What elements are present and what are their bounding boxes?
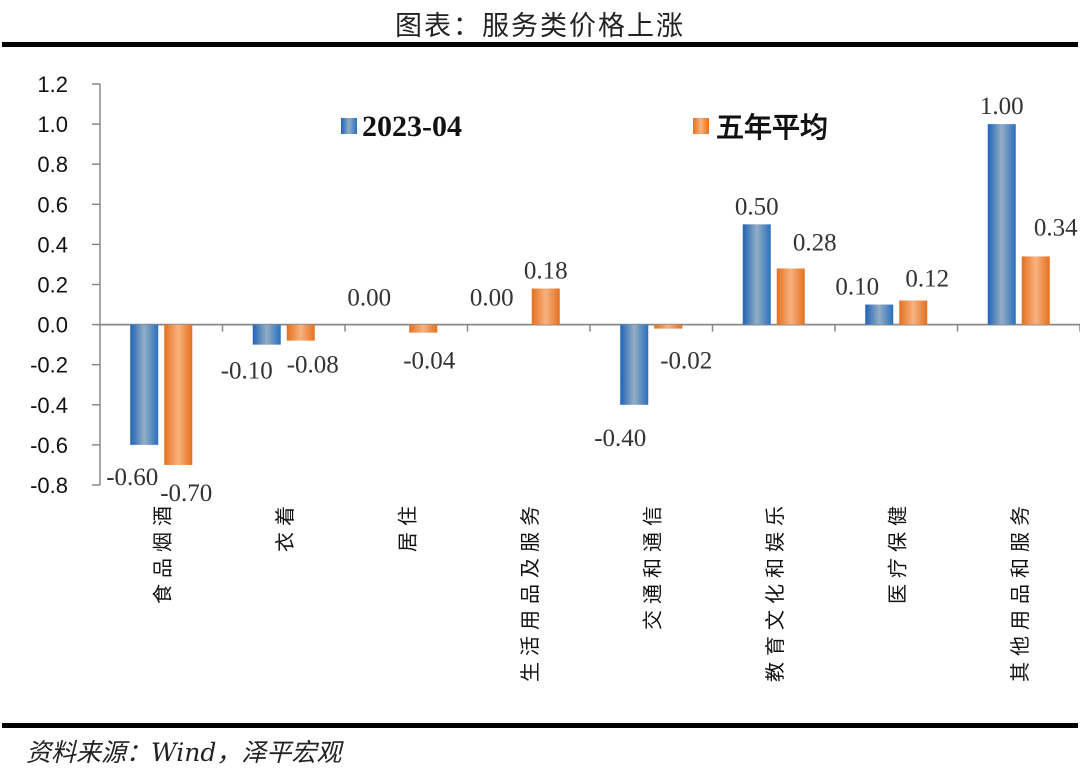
bars [130,124,1050,465]
data-label-2023-04: -0.60 [106,464,158,491]
bar-five-year-avg [899,300,928,325]
data-label-2023-04: -0.40 [594,425,646,452]
bar-five-year-avg [776,268,805,325]
data-label-2023-04: 0.50 [735,193,779,220]
bar-2023-04 [742,224,771,325]
bar-five-year-avg [409,324,438,333]
category-label: 交通和通信 [640,500,664,630]
data-labels: -0.60-0.70 -0.10 -0.08 0.00 -0.04 0.00 0.18 -0.… [106,93,1078,507]
data-label-2023-04: 0.10 [835,274,879,301]
category-labels: 食品烟酒 衣着 居住 生活用品及服务 交通和通信 教育文化和娱乐 医疗保健 其他用品和服务 [150,500,1032,682]
data-label-five-year-avg: -0.08 [287,352,339,379]
data-label-five-year-avg: 0.28 [793,229,837,256]
data-label-five-year-avg: 0.12 [905,266,949,293]
y-tick-label: 1.2 [37,72,68,97]
y-tick-label: 0.6 [37,192,68,217]
bar-five-year-avg [164,324,193,465]
y-axis: 1.2 1.0 0.8 0.6 0.4 0.2 0.0 -0.2 -0.4 -0.6 -0.8 [30,72,101,498]
y-tick-label: 0.2 [37,273,68,298]
y-tick-label: -0.4 [30,393,68,418]
chart-title: 图表：服务类价格上涨 [395,11,685,42]
bar-2023-04 [620,324,649,405]
data-label-2023-04: -0.10 [221,358,273,385]
bar-2023-04 [987,124,1016,325]
y-tick-label: -0.8 [30,473,68,498]
data-label-2023-04: 0.00 [470,285,514,312]
category-label: 食品烟酒 [150,500,174,604]
top-rule [2,42,1078,47]
data-label-five-year-avg: 0.34 [1034,214,1078,241]
bar-2023-04 [252,324,281,345]
category-label: 生活用品及服务 [518,500,542,682]
y-tick-label: -0.2 [30,353,68,378]
category-label: 教育文化和娱乐 [763,500,787,682]
legend-label-five-year-avg: 五年平均 [716,111,828,144]
category-label: 居住 [395,500,419,552]
x-axis [100,323,1080,332]
y-tick-label: -0.6 [30,433,68,458]
data-label-five-year-avg: -0.02 [660,348,712,375]
y-tick-label: 1.0 [37,112,68,137]
category-label: 其他用品和服务 [1008,500,1032,682]
bottom-rule [2,723,1078,728]
legend: 2023-04 五年平均 [341,110,828,144]
data-label-five-year-avg: 0.18 [524,258,568,285]
category-label: 医疗保健 [885,500,909,604]
bar-2023-04 [865,304,894,325]
bar-five-year-avg [286,324,315,341]
data-label-2023-04: 0.00 [347,285,391,312]
y-tick-label: 0.4 [37,232,68,257]
y-tick-label: 0.8 [37,152,68,177]
data-label-2023-04: 1.00 [980,93,1024,120]
bar-2023-04 [130,324,159,445]
bar-five-year-avg [654,324,683,329]
bar-five-year-avg [1021,256,1050,325]
y-tick-label: 0.0 [37,313,68,338]
bar-five-year-avg [531,288,560,325]
data-label-five-year-avg: -0.70 [160,480,212,507]
source-note: 资料来源：Wind，泽平宏观 [26,738,342,767]
legend-swatch-2023-04 [341,118,357,134]
legend-label-2023-04: 2023-04 [362,110,462,143]
legend-swatch-five-year-avg [693,118,709,134]
data-label-five-year-avg: -0.04 [403,348,456,375]
category-label: 衣着 [273,500,297,552]
